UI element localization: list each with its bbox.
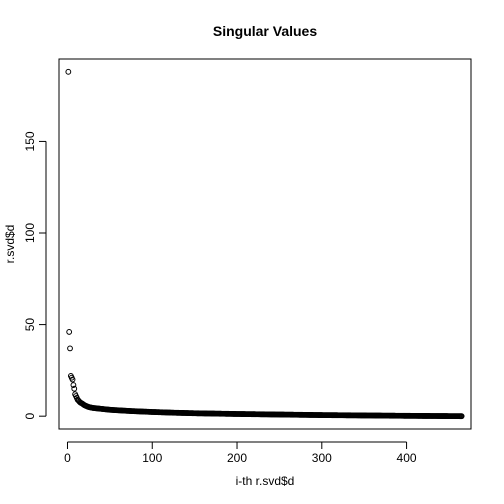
data-point [69,376,76,383]
y-tick-label: 100 [23,223,37,243]
y-tick-label: 0 [23,413,37,420]
data-point [66,329,73,335]
data-point [65,68,72,75]
chart-title: Singular Values [213,23,317,39]
x-axis-label: i-th r.svd$d [236,474,295,488]
data-points [65,68,465,420]
y-tick-label: 50 [23,318,37,332]
x-tick-label: 100 [142,451,162,465]
y-axis-ticks: 0 50 100 150 [23,131,46,420]
x-axis-ticks: 0 100 200 300 400 [64,442,417,465]
x-tick-label: 400 [397,451,417,465]
data-point [67,345,73,352]
y-tick-label: 150 [23,131,37,151]
data-point [70,382,77,388]
x-tick-label: 200 [227,451,247,465]
plot-frame [58,58,472,430]
data-point [71,385,78,392]
x-tick-label: 0 [64,451,71,465]
data-point [458,413,465,420]
x-tick-label: 300 [312,451,332,465]
y-axis-label: r.svd$d [3,225,17,264]
